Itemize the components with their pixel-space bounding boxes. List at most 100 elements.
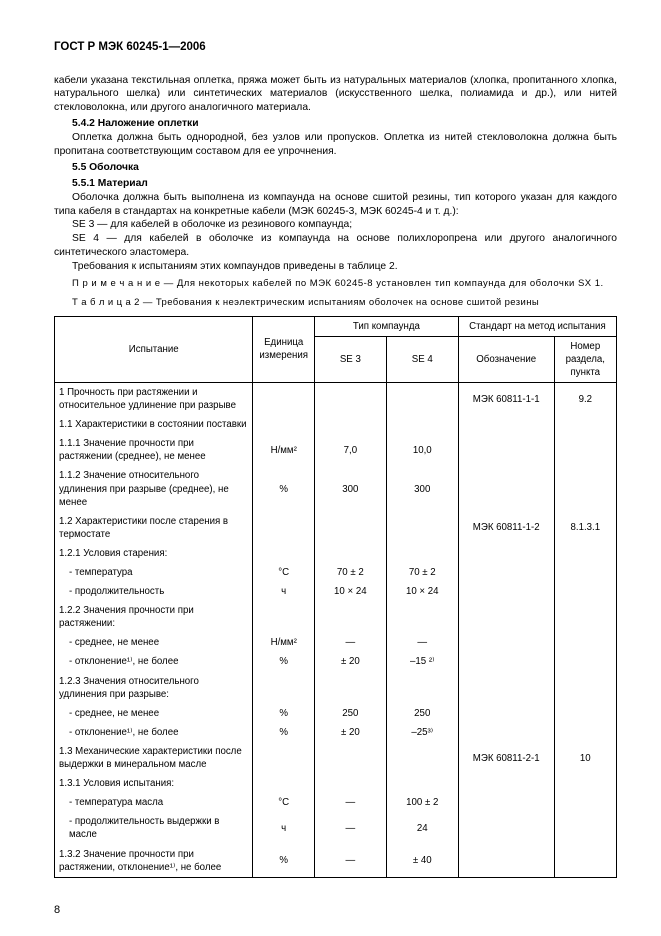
cell-unit: °C: [253, 793, 315, 812]
cell-std: [458, 633, 554, 652]
cell-sec: [554, 633, 616, 652]
paragraph: Оболочка должна быть выполнена из компау…: [54, 191, 617, 219]
cell-std: [458, 544, 554, 563]
cell-unit: %: [253, 704, 315, 723]
cell-test: - температура масла: [55, 793, 253, 812]
cell-sec: [554, 601, 616, 633]
th-se3: SE 3: [314, 336, 386, 382]
cell-test: - среднее, не менее: [55, 704, 253, 723]
table-row: 1.2.3 Значения относительного удлинения …: [55, 672, 617, 704]
cell-sec: [554, 466, 616, 511]
cell-se3: 10 × 24: [314, 582, 386, 601]
cell-se4: [386, 544, 458, 563]
cell-sec: [554, 563, 616, 582]
cell-std: [458, 415, 554, 434]
cell-std: [458, 672, 554, 704]
cell-sec: [554, 723, 616, 742]
cell-std: [458, 563, 554, 582]
paragraph: SE 4 — для кабелей в оболочке из компаун…: [54, 232, 617, 260]
cell-sec: [554, 582, 616, 601]
table-row: 1.3.2 Значение прочности при растяжении,…: [55, 845, 617, 878]
cell-test: - продолжительность выдержки в масле: [55, 812, 253, 844]
cell-test: 1.1 Характеристики в состоянии поставки: [55, 415, 253, 434]
cell-se4: [386, 742, 458, 774]
cell-unit: [253, 382, 315, 415]
cell-std: [458, 466, 554, 511]
cell-se3: [314, 382, 386, 415]
cell-std: [458, 434, 554, 466]
cell-se4: 100 ± 2: [386, 793, 458, 812]
cell-unit: [253, 742, 315, 774]
cell-unit: ч: [253, 582, 315, 601]
table-row: - температура масла°C—100 ± 2: [55, 793, 617, 812]
cell-se4: 300: [386, 466, 458, 511]
cell-se3: [314, 415, 386, 434]
cell-se4: 10 × 24: [386, 582, 458, 601]
cell-test: 1.3.2 Значение прочности при растяжении,…: [55, 845, 253, 878]
cell-se3: 300: [314, 466, 386, 511]
cell-sec: 10: [554, 742, 616, 774]
table-row: 1.1.2 Значение относительного удлинения …: [55, 466, 617, 511]
table-row: - среднее, не менееН/мм²——: [55, 633, 617, 652]
cell-se3: —: [314, 633, 386, 652]
table-row: - продолжительность выдержки в маслеч—24: [55, 812, 617, 844]
paragraph: Оплетка должна быть однородной, без узло…: [54, 131, 617, 159]
body-text: кабели указана текстильная оплетка, пряж…: [54, 74, 617, 310]
table-row: - продолжительностьч10 × 2410 × 24: [55, 582, 617, 601]
cell-se3: —: [314, 793, 386, 812]
cell-sec: [554, 845, 616, 878]
table-row: - отклонение¹⁾, не более%± 20–15 ²⁾: [55, 652, 617, 671]
cell-test: - отклонение¹⁾, не более: [55, 652, 253, 671]
cell-sec: [554, 652, 616, 671]
table-caption: Т а б л и ц а 2 — Требования к неэлектри…: [54, 297, 617, 310]
cell-unit: [253, 672, 315, 704]
document-header: ГОСТ Р МЭК 60245-1—2006: [54, 40, 617, 56]
cell-std: [458, 845, 554, 878]
cell-se4: –15 ²⁾: [386, 652, 458, 671]
cell-se3: [314, 544, 386, 563]
cell-test: 1.1.1 Значение прочности при растяжении …: [55, 434, 253, 466]
table-row: 1.3.1 Условия испытания:: [55, 774, 617, 793]
cell-sec: [554, 812, 616, 844]
table-row: 1.2.1 Условия старения:: [55, 544, 617, 563]
table-row: - среднее, не менее%250250: [55, 704, 617, 723]
cell-unit: Н/мм²: [253, 633, 315, 652]
cell-sec: [554, 544, 616, 563]
cell-sec: [554, 672, 616, 704]
cell-se3: —: [314, 845, 386, 878]
th-test: Испытание: [55, 316, 253, 382]
cell-se4: [386, 415, 458, 434]
cell-unit: %: [253, 845, 315, 878]
table-row: 1.3 Механические характеристики после вы…: [55, 742, 617, 774]
cell-sec: 9.2: [554, 382, 616, 415]
cell-unit: [253, 774, 315, 793]
th-sec: Номер раздела, пункта: [554, 336, 616, 382]
cell-se4: [386, 512, 458, 544]
cell-se4: [386, 672, 458, 704]
cell-unit: [253, 544, 315, 563]
cell-unit: %: [253, 652, 315, 671]
cell-se3: [314, 512, 386, 544]
cell-test: 1 Прочность при растяжении и относительн…: [55, 382, 253, 415]
cell-se3: 70 ± 2: [314, 563, 386, 582]
table-row: 1.2.2 Значения прочности при растяжении:: [55, 601, 617, 633]
cell-se3: [314, 774, 386, 793]
cell-sec: [554, 704, 616, 723]
table-row: 1.2 Характеристики после старения в терм…: [55, 512, 617, 544]
cell-se3: ± 20: [314, 723, 386, 742]
table-row: 1 Прочность при растяжении и относительн…: [55, 382, 617, 415]
page-number: 8: [54, 903, 60, 918]
cell-se3: [314, 672, 386, 704]
note: П р и м е ч а н и е — Для некоторых кабе…: [54, 278, 617, 291]
cell-se3: 250: [314, 704, 386, 723]
th-se4: SE 4: [386, 336, 458, 382]
cell-se4: [386, 774, 458, 793]
cell-se4: 250: [386, 704, 458, 723]
section-heading-542: 5.4.2 Наложение оплетки: [54, 117, 617, 131]
cell-se3: —: [314, 812, 386, 844]
cell-unit: %: [253, 466, 315, 511]
th-stdmethod: Стандарт на метод испытания: [458, 316, 616, 336]
cell-unit: [253, 512, 315, 544]
cell-test: 1.2.1 Условия старения:: [55, 544, 253, 563]
cell-se3: ± 20: [314, 652, 386, 671]
